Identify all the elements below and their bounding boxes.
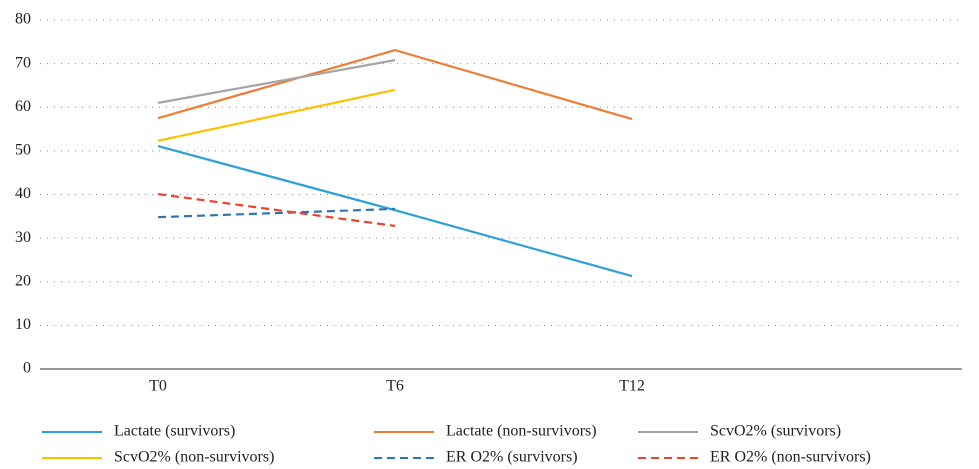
x-tick-label: T6 <box>386 378 404 395</box>
line <box>157 145 633 278</box>
legend-label: ScvO2% (non-survivors) <box>114 449 274 466</box>
x-tick-label: T12 <box>619 378 645 395</box>
line <box>157 207 396 219</box>
legend-label: ScvO2% (survivors) <box>710 423 841 440</box>
line <box>157 88 396 142</box>
legend-label: Lactate (survivors) <box>114 423 235 440</box>
legend-label: ER O2% (non-survivors) <box>710 449 871 466</box>
legend-label: ER O2% (survivors) <box>446 449 578 466</box>
line <box>157 59 396 104</box>
line <box>157 192 396 228</box>
y-tick-label: 10 <box>15 316 31 333</box>
y-tick-label: 70 <box>15 54 31 71</box>
y-tick-label: 60 <box>15 98 31 115</box>
y-tick-label: 30 <box>15 229 31 246</box>
y-tick-label: 20 <box>15 272 31 289</box>
y-tick-label: 40 <box>15 185 31 202</box>
line <box>157 48 633 121</box>
y-tick-label: 0 <box>23 360 31 377</box>
legend-label: Lactate (non-survivors) <box>446 423 597 440</box>
x-tick-label: T0 <box>149 378 167 395</box>
y-tick-label: 80 <box>15 11 31 28</box>
y-tick-label: 50 <box>15 142 31 159</box>
